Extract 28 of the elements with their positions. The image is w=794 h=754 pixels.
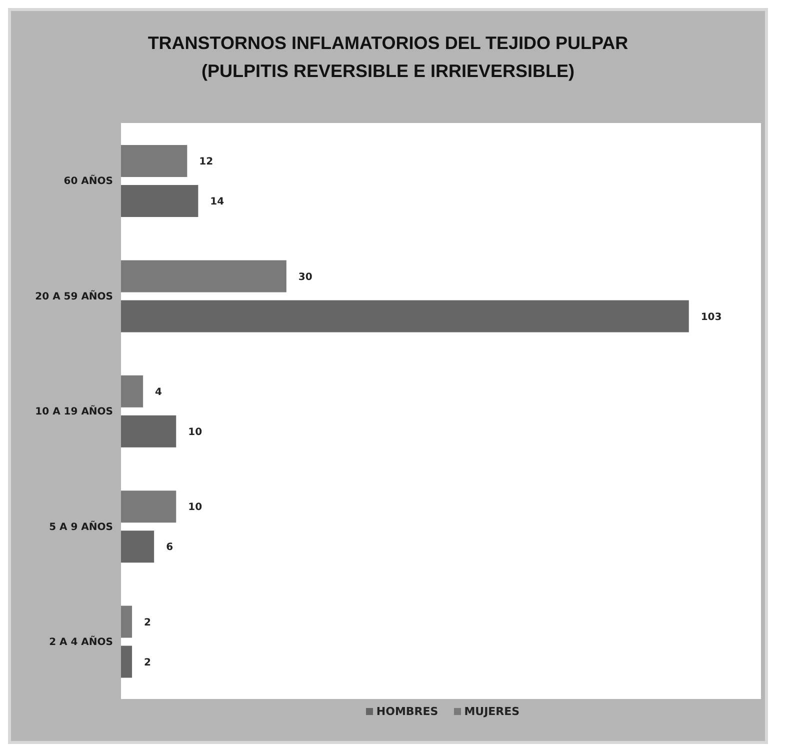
bar	[121, 375, 144, 408]
data-label: 12	[199, 156, 214, 168]
y-tick-label: 20 A 59 AÑOS	[35, 289, 113, 302]
data-label: 2	[144, 617, 152, 628]
data-label: 10	[188, 502, 202, 514]
bar	[121, 530, 154, 563]
bar	[121, 145, 188, 177]
data-label: 10	[188, 426, 202, 438]
data-label: 6	[166, 542, 174, 554]
y-tick-label: 2 A 4 AÑOS	[49, 634, 113, 648]
data-label: 30	[298, 272, 312, 283]
bar	[121, 646, 132, 678]
legend-label: MUJERES	[463, 705, 520, 718]
y-tick-label: 5 A 9 AÑOS	[49, 520, 113, 533]
data-label: 103	[700, 312, 722, 323]
bar	[121, 260, 286, 292]
y-tick-label: 60 AÑOS	[64, 174, 113, 188]
bar	[121, 300, 689, 332]
legend-label: HOMBRES	[375, 705, 438, 718]
chart-title: TRANSTORNOS INFLAMATORIOS DEL TEJIDO PULPAR (PULPITIS REVERSIBLE E IRRIEVERSIBLE)	[146, 32, 630, 83]
data-label: 2	[144, 657, 152, 668]
bar	[121, 185, 198, 217]
y-tick-label: 10 A 19 AÑOS	[35, 404, 113, 418]
data-label: 4	[155, 386, 162, 398]
data-label: 14	[210, 196, 224, 208]
bar	[121, 606, 132, 638]
bar	[121, 490, 176, 523]
bar	[121, 415, 176, 448]
